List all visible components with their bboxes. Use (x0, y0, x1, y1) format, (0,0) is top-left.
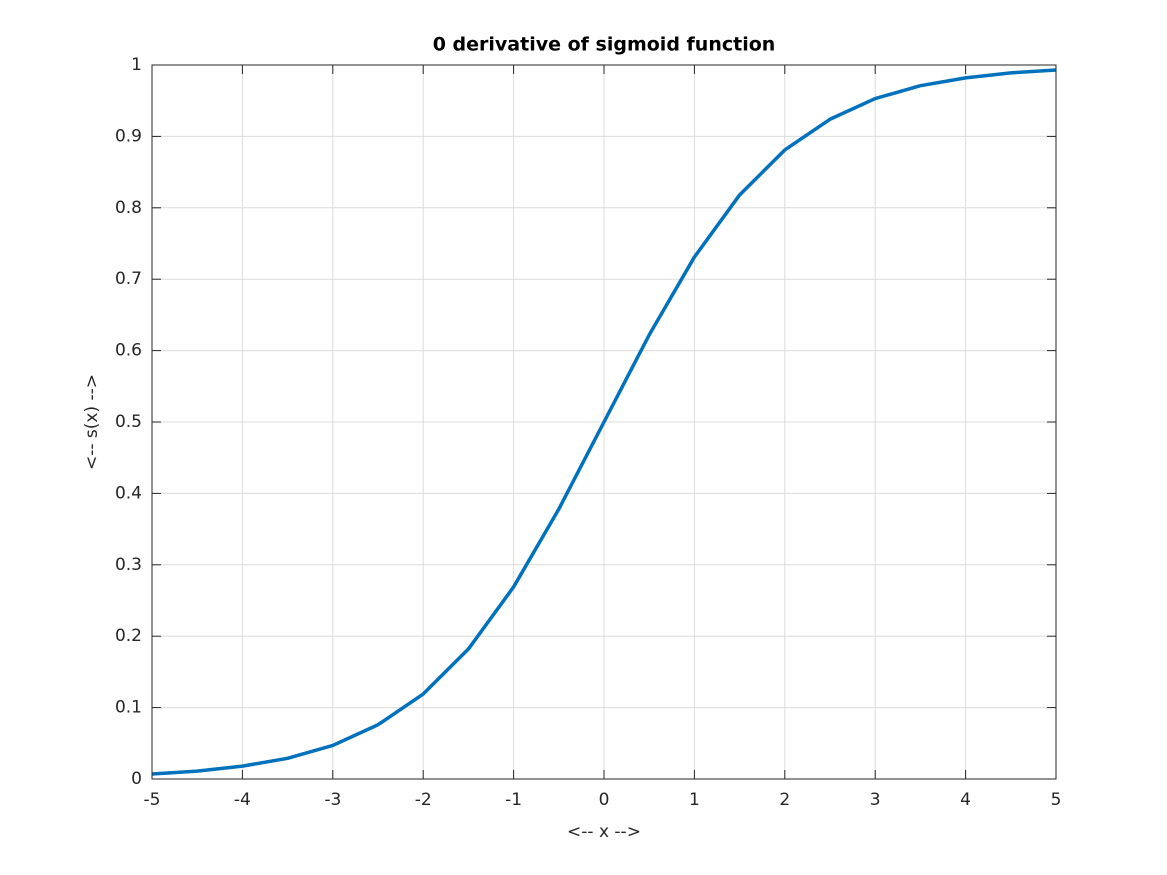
x-tick-label: 4 (960, 790, 971, 810)
y-tick-label: 0 (131, 769, 142, 789)
x-tick-label: -3 (324, 790, 341, 810)
y-tick-label: 0.6 (115, 341, 142, 361)
y-tick-label: 0.1 (115, 698, 142, 718)
y-tick-label: 1 (131, 55, 142, 75)
y-tick-label: 0.8 (115, 198, 142, 218)
y-tick-label: 0.9 (115, 126, 142, 146)
x-tick-label: -5 (144, 790, 161, 810)
y-tick-label: 0.7 (115, 269, 142, 289)
y-tick-label: 0.5 (115, 412, 142, 432)
x-tick-label: -2 (415, 790, 432, 810)
y-tick-label: 0.2 (115, 626, 142, 646)
x-tick-label: 3 (870, 790, 881, 810)
y-tick-label: 0.4 (115, 483, 142, 503)
y-axis-label: <-- s(x) --> (82, 374, 102, 470)
x-tick-label: -1 (505, 790, 522, 810)
chart-title: 0 derivative of sigmoid function (433, 34, 776, 56)
x-tick-label: 0 (599, 790, 610, 810)
x-tick-label: -4 (234, 790, 251, 810)
x-tick-label: 5 (1051, 790, 1062, 810)
axes-box (151, 64, 1057, 780)
y-tick-label: 0.3 (115, 555, 142, 575)
line-series (151, 68, 1057, 776)
x-tick-label: 1 (689, 790, 700, 810)
x-tick-label: 2 (779, 790, 790, 810)
x-axis-label: <-- x --> (567, 822, 641, 842)
